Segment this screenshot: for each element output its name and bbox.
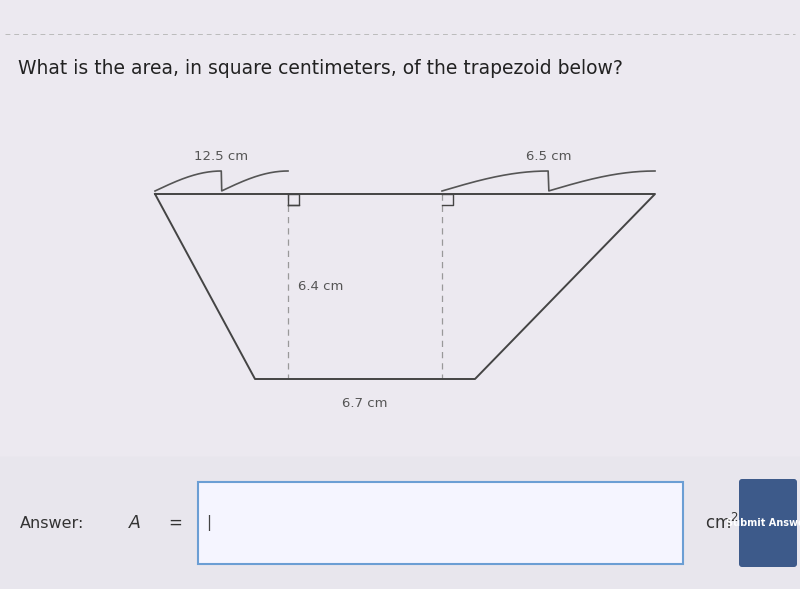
Text: cm$^2$: cm$^2$	[705, 513, 738, 533]
Text: Answer:: Answer:	[20, 515, 84, 531]
Text: Submit Answer: Submit Answer	[726, 518, 800, 528]
Text: $A$: $A$	[128, 514, 142, 532]
Text: 6.5 cm: 6.5 cm	[526, 150, 571, 163]
Text: 12.5 cm: 12.5 cm	[194, 150, 249, 163]
Text: 6.7 cm: 6.7 cm	[342, 397, 388, 410]
Text: 6.4 cm: 6.4 cm	[298, 280, 343, 293]
FancyBboxPatch shape	[198, 482, 683, 564]
Text: What is the area, in square centimeters, of the trapezoid below?: What is the area, in square centimeters,…	[18, 59, 623, 78]
FancyBboxPatch shape	[739, 479, 797, 567]
Text: |: |	[206, 515, 211, 531]
Text: =: =	[168, 514, 182, 532]
FancyBboxPatch shape	[0, 457, 800, 589]
